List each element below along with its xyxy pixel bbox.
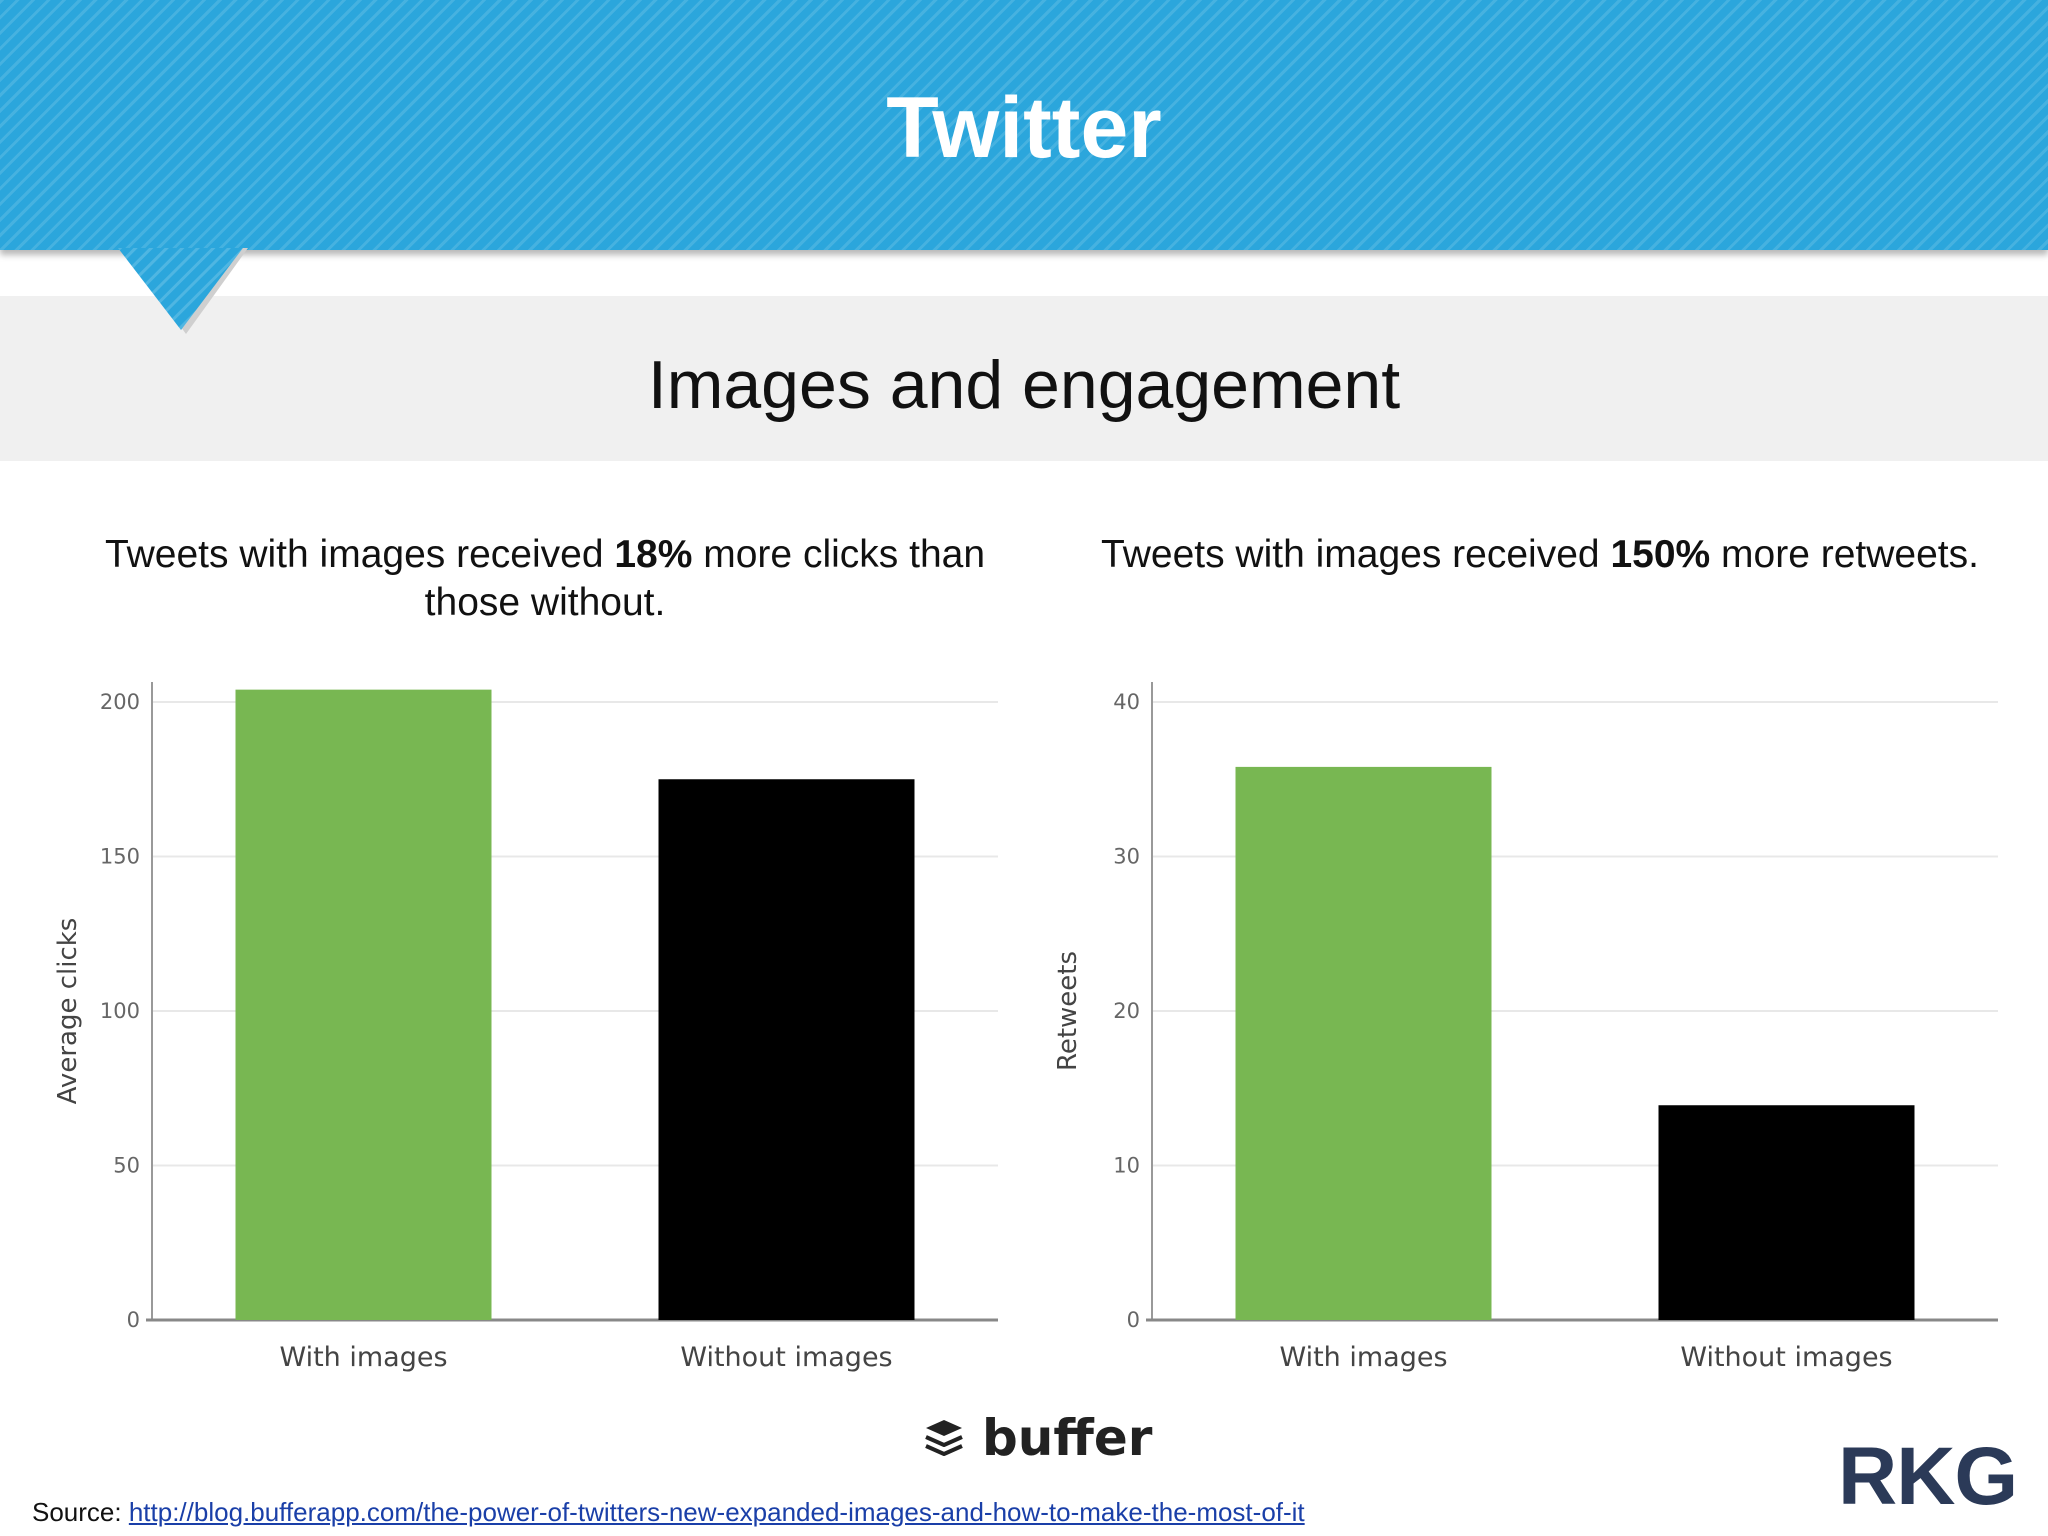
page-title: Twitter bbox=[886, 80, 1162, 176]
buffer-stack-icon bbox=[925, 1420, 963, 1456]
y-tick-label: 0 bbox=[1127, 1308, 1140, 1332]
caption-highlight: 150% bbox=[1610, 533, 1711, 576]
y-tick-label: 100 bbox=[100, 999, 140, 1023]
caption-text: Tweets with images received bbox=[104, 533, 615, 576]
clicks-bar-chart: 0 50 100 150 200 With images Without images Ave… bbox=[53, 682, 998, 1373]
y-tick-label: 30 bbox=[1113, 845, 1140, 869]
rkg-logo: RKG bbox=[1838, 1431, 2018, 1522]
caption-highlight: 18% bbox=[614, 533, 693, 576]
x-tick-label: Without images bbox=[680, 1342, 892, 1373]
source-link[interactable]: http://blog.bufferapp.com/the-power-of-t… bbox=[128, 1497, 1305, 1527]
y-tick-label: 0 bbox=[127, 1308, 140, 1332]
y-tick-label: 20 bbox=[1113, 999, 1140, 1023]
y-axis-label: Retweets bbox=[1053, 951, 1083, 1071]
bar bbox=[658, 779, 915, 1320]
y-tick-label: 200 bbox=[100, 690, 140, 714]
caption-text: more clicks than those without. bbox=[424, 533, 986, 624]
bar bbox=[1235, 766, 1492, 1320]
y-axis-label: Average clicks bbox=[53, 918, 83, 1105]
header-banner: Twitter bbox=[0, 0, 2048, 250]
bar bbox=[1658, 1105, 1915, 1320]
y-tick-label: 150 bbox=[100, 845, 140, 869]
caption-text: more retweets. bbox=[1710, 533, 1979, 576]
x-tick-label: With images bbox=[279, 1342, 447, 1373]
source-label: Source: bbox=[32, 1497, 122, 1527]
bar bbox=[235, 689, 492, 1320]
caption-text: Tweets with images received bbox=[1101, 533, 1611, 576]
banner-pointer bbox=[118, 248, 248, 334]
source-citation: Source: http://blog.bufferapp.com/the-po… bbox=[32, 1496, 1305, 1528]
x-tick-label: With images bbox=[1279, 1342, 1447, 1373]
y-tick-label: 10 bbox=[1113, 1154, 1140, 1178]
x-tick-label: Without images bbox=[1680, 1342, 1892, 1373]
retweets-bar-chart: 0 10 20 30 40 With images Without images Retwee… bbox=[1053, 682, 1998, 1373]
caption-retweets: Tweets with images received 150% more re… bbox=[1060, 531, 2020, 579]
buffer-logo: buffer bbox=[922, 1408, 1152, 1468]
caption-clicks: Tweets with images received 18% more cli… bbox=[60, 531, 1030, 627]
buffer-wordmark: buffer bbox=[982, 1409, 1153, 1467]
slide-subtitle: Images and engagement bbox=[647, 347, 1401, 423]
subtitle-band bbox=[0, 296, 2048, 461]
y-tick-label: 50 bbox=[113, 1154, 140, 1178]
y-tick-label: 40 bbox=[1113, 690, 1140, 714]
